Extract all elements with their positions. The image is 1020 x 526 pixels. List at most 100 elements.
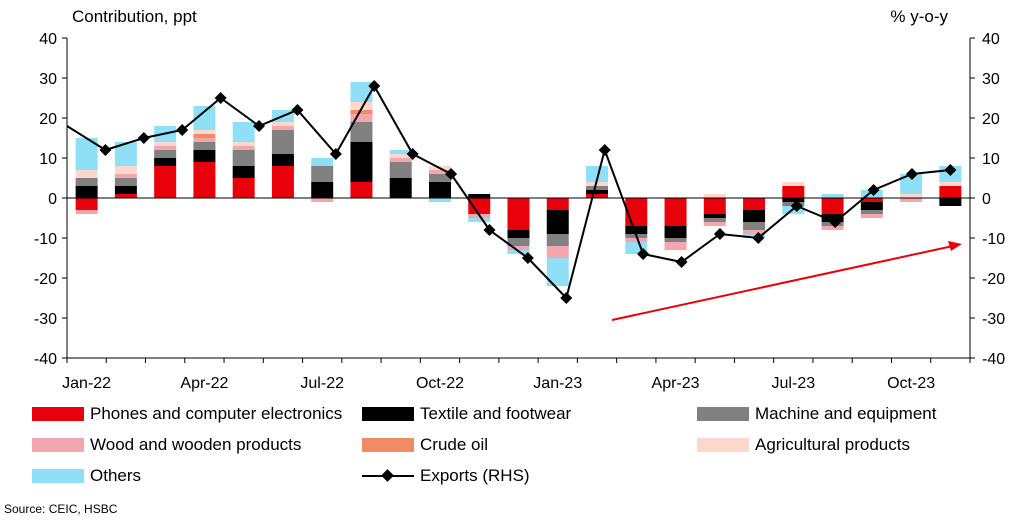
bar-segment: [193, 150, 216, 162]
legend-item-others: Others: [32, 464, 141, 488]
bar-segment: [860, 202, 883, 210]
bar-segment: [546, 210, 569, 234]
bar-segment: [428, 198, 451, 202]
bar-segment: [860, 210, 883, 214]
bar-segment: [546, 258, 569, 286]
y-tick-label-left: 20: [39, 111, 57, 128]
bar-segment: [271, 122, 294, 126]
x-tick-label: Jul-22: [300, 375, 344, 392]
bar-segment: [193, 142, 216, 150]
x-tick-label: Oct-23: [887, 375, 935, 392]
bar-segment: [586, 186, 609, 190]
bar-segment: [939, 186, 962, 198]
exports-marker: [598, 144, 611, 156]
trend-arrow: [611, 241, 962, 321]
exports-marker: [291, 104, 304, 116]
bar-segment: [311, 158, 334, 166]
bar-segment: [389, 150, 412, 154]
exports-marker: [406, 148, 419, 160]
x-tick-label: Jan-23: [533, 375, 582, 392]
bar-segment: [154, 146, 177, 150]
y-tick-label-right: 10: [982, 151, 1000, 168]
legend-label-exports: Exports (RHS): [420, 466, 530, 485]
source-note: Source: CEIC, HSBC: [4, 502, 118, 516]
bar-segment: [350, 82, 373, 102]
bar-segment: [664, 198, 687, 226]
x-tick-label: Jan-22: [62, 375, 111, 392]
bar-segment: [586, 166, 609, 182]
bar-segment: [782, 186, 805, 198]
bar-segment: [193, 134, 216, 138]
exports-marker: [867, 184, 880, 196]
bar-segment: [350, 110, 373, 114]
exports-marker: [99, 144, 112, 156]
bar-segment: [271, 126, 294, 130]
bar-segment: [389, 154, 412, 158]
bar-segment: [507, 238, 530, 246]
x-tick-label: Apr-23: [652, 375, 700, 392]
bar-segment: [75, 210, 98, 214]
legend-label-wood: Wood and wooden products: [90, 435, 302, 454]
x-tick-label: Oct-22: [416, 375, 464, 392]
left-axis-title: Contribution, ppt: [72, 7, 197, 26]
bar-segment: [860, 214, 883, 218]
exports-marker: [137, 132, 150, 144]
y-tick-label-left: -10: [34, 231, 57, 248]
bar-segment: [271, 130, 294, 154]
bar-segment: [743, 198, 766, 210]
y-tick-label-left: 40: [39, 31, 57, 48]
bar-segment: [821, 194, 844, 198]
legend-swatch-textile: [362, 407, 414, 421]
legend-item-phones: Phones and computer electronics: [32, 402, 342, 426]
bar-segment: [350, 102, 373, 110]
y-tick-label-left: 0: [48, 191, 57, 208]
y-tick-label-right: -40: [982, 351, 1005, 368]
legend-label-phones: Phones and computer electronics: [90, 404, 343, 423]
legend-swatch-exports: [362, 469, 414, 483]
legend-label-machine: Machine and equipment: [755, 404, 937, 423]
legend-swatch-machine: [697, 407, 749, 421]
legend-swatch-others: [32, 469, 84, 483]
bar-segment: [586, 190, 609, 194]
bar-segment: [75, 186, 98, 198]
exports-marker: [713, 228, 726, 240]
y-tick-label-left: 30: [39, 71, 57, 88]
bar-segment: [311, 198, 334, 202]
legend-label-textile: Textile and footwear: [420, 404, 572, 423]
exports-marker: [521, 252, 534, 264]
y-tick-label-left: -40: [34, 351, 57, 368]
right-axis-title: % y-o-y: [890, 7, 948, 26]
exports-marker: [176, 124, 189, 136]
bar-segment: [507, 198, 530, 230]
bar-segment: [75, 198, 98, 210]
legend-item-wood: Wood and wooden products: [32, 433, 301, 457]
bar-segment: [154, 166, 177, 198]
bar-segment: [625, 226, 648, 234]
exports-marker: [445, 168, 458, 180]
bar-segment: [586, 194, 609, 198]
bar-segment: [75, 138, 98, 170]
exports-marker: [637, 248, 650, 260]
x-tick-label: Jul-23: [772, 375, 816, 392]
bar-segment: [114, 186, 137, 194]
bar-segment: [114, 178, 137, 186]
legend-item-agri: Agricultural products: [697, 433, 910, 457]
bar-segment: [75, 178, 98, 186]
exports-marker: [905, 168, 918, 180]
y-tick-label-right: -10: [982, 231, 1005, 248]
bar-segment: [664, 238, 687, 242]
legend-item-textile: Textile and footwear: [362, 402, 571, 426]
bar-segment: [743, 230, 766, 234]
bar-segment: [743, 234, 766, 238]
bar-segment: [350, 122, 373, 142]
bar-segment: [389, 178, 412, 198]
bar-segment: [311, 166, 334, 182]
bar-segment: [703, 218, 726, 222]
legend-item-crude: Crude oil: [362, 433, 488, 457]
bar-segment: [389, 158, 412, 162]
bar-segment: [507, 246, 530, 250]
bar-segment: [232, 142, 255, 146]
exports-marker: [253, 120, 266, 132]
y-tick-label-left: 10: [39, 151, 57, 168]
legend-item-machine: Machine and equipment: [697, 402, 936, 426]
